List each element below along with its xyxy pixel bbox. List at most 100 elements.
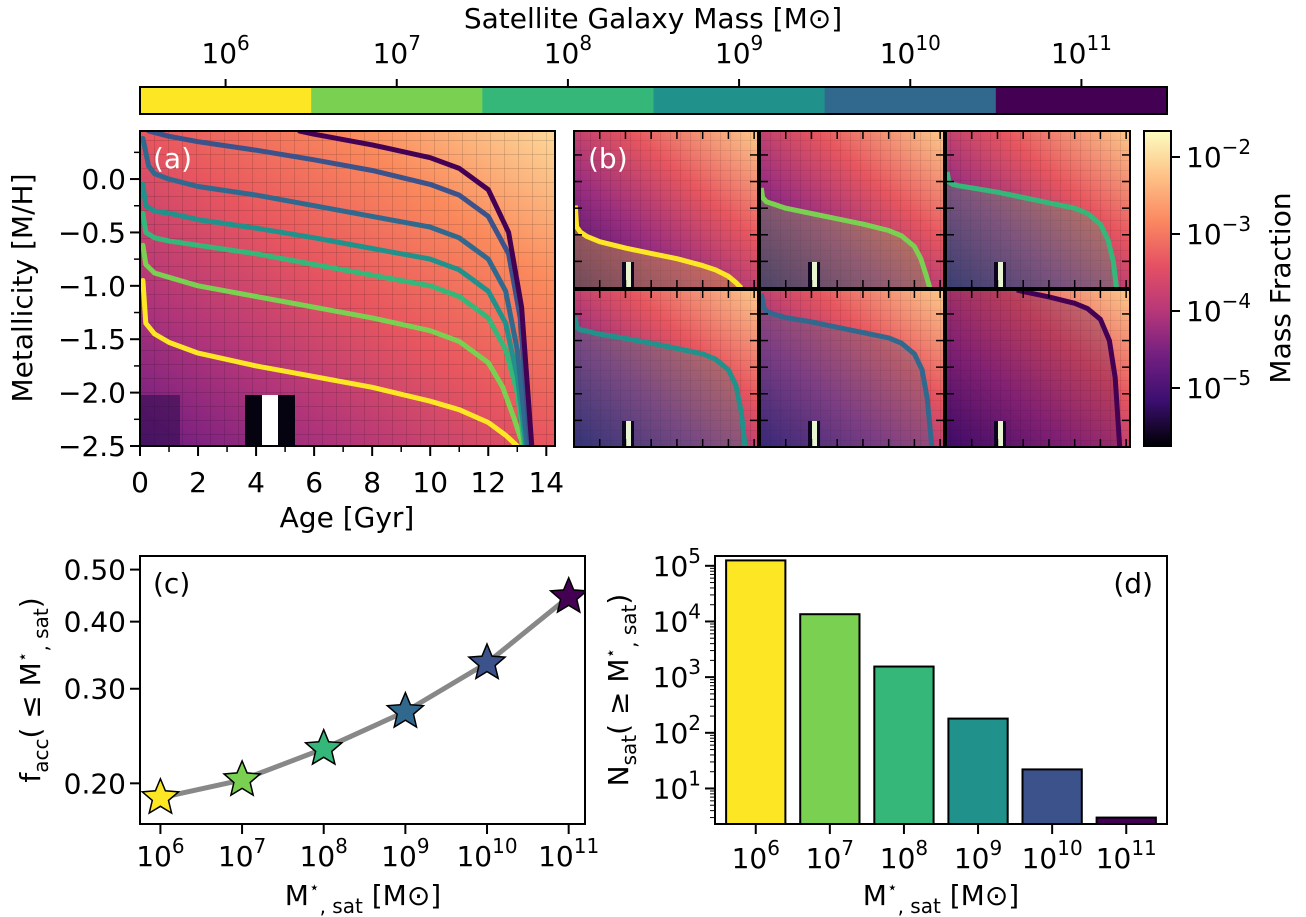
top-colorbar-tick-label: 108 (544, 31, 592, 70)
panel-c-star-marker (467, 642, 507, 680)
top-colorbar-ticks: 106 107 108 109 1010 1011 (201, 31, 1112, 87)
panel-a-frame (139, 130, 556, 447)
panel-b-subpanel-white-band (998, 421, 1003, 447)
panel-b-subpanel-shade (760, 293, 932, 447)
panel-c-line (159, 594, 571, 801)
panel-a-xtick-label: 14 (528, 466, 564, 499)
top-colorbar-segment (995, 87, 1168, 114)
panel-b-subpanel (945, 130, 1131, 289)
panel-b-subpanel-grid (574, 131, 758, 288)
panel-a-ytick-label: 0.0 (81, 163, 126, 196)
right-colorbar-tick-label: 10−3 (1186, 212, 1251, 251)
panel-c-xtick-label: 1011 (538, 834, 599, 873)
panel-a-track-line (140, 210, 527, 446)
top-colorbar-segment (311, 87, 483, 114)
top-colorbar-label: Satellite Galaxy Mass [M⊙] (464, 2, 842, 35)
panel-c-star-marker (140, 776, 181, 815)
panel-a-track-line (146, 131, 533, 446)
top-colorbar-tick-label: 109 (715, 31, 763, 70)
right-colorbar-ticks: 10−2 10−3 10−4 10−5 (1171, 135, 1251, 405)
panel-d-plot (725, 559, 1157, 826)
right-colorbar-gradient (1144, 131, 1171, 446)
top-colorbar-segments (140, 87, 1168, 114)
panel-c-plot (140, 575, 585, 815)
panel-b-subpanel (759, 289, 945, 448)
panel-d-label: (d) (1113, 567, 1153, 600)
panel-b-subpanel-track (946, 171, 1119, 288)
panel-a-track-line (297, 131, 535, 446)
panel-b-subpanel-track (1016, 290, 1123, 447)
panel-a-ticks: 0 2 4 6 8 10 12 14 0.0 −0.5 −1.0 −1.5 −2.0 −2.5 (58, 151, 564, 499)
panel-d-bar (1021, 768, 1083, 825)
panel-b-subpanel-track (760, 293, 935, 447)
panel-b-subpanel-white-band (812, 262, 817, 288)
panel-c-star-marker (303, 727, 344, 766)
panel-a-track-line (140, 242, 526, 446)
panel-a-track-line (140, 181, 529, 446)
panel-a-xtick-label: 4 (247, 466, 265, 499)
panel-c-star-marker (385, 690, 426, 729)
right-colorbar-label: Mass Fraction (1264, 192, 1297, 383)
panel-b-subpanel-frame (573, 130, 759, 289)
panel-a-ytick-label: −1.0 (58, 270, 126, 303)
panel-a: 0 2 4 6 8 10 12 14 0.0 −0.5 −1.0 −1.5 −2.0 −2.5 (a) A… (6, 130, 564, 534)
panel-c-star-marker (222, 758, 262, 797)
panel-a-ytick-label: −0.5 (58, 216, 126, 249)
panel-b-subpanel-frame (945, 289, 1131, 448)
panel-c-ytick-label: 0.40 (64, 606, 126, 639)
right-colorbar-tick-label: 10−5 (1186, 366, 1251, 405)
panel-c-label: (c) (153, 567, 190, 600)
panel-b-subpanel-frame (759, 289, 945, 448)
panel-d-bar (725, 559, 787, 825)
panel-d-bar (873, 665, 935, 825)
panel-d-frame (714, 555, 1168, 825)
panel-d-xtick-label: 107 (806, 836, 854, 875)
panel-c-xtick-label: 106 (136, 834, 184, 873)
panel-b-subpanel-white-band (626, 262, 631, 288)
panel-a-ytick-label: −1.5 (58, 323, 126, 356)
panel-c-ytick-label: 0.30 (64, 673, 126, 706)
panel-b-subpanel-shade (574, 205, 742, 288)
panel-b-subpanel-shade (946, 172, 1117, 288)
panel-c: 106 107 108 109 1010 1011 0.20 0.30 0.40 0.50 (c)… (13, 554, 599, 917)
panel-d-ticks: 106 107 108 109 1010 1011 101 102 103 104 105 (653, 544, 1157, 875)
right-colorbar-tick-label: 10−2 (1186, 135, 1251, 174)
panel-c-ytick-label: 0.20 (64, 767, 126, 800)
panel-b-subpanel (573, 130, 759, 289)
panel-a-xtick-label: 12 (470, 466, 506, 499)
panel-a-dark-band (140, 395, 295, 446)
panel-b-subpanel-track (574, 316, 748, 447)
panel-d-bar (947, 717, 1009, 826)
panel-d-xtick-label: 109 (954, 836, 1002, 875)
panel-b-label: (b) (588, 142, 628, 175)
top-colorbar-tick-label: 1011 (1051, 31, 1112, 70)
panel-d-xlabel: M⋆, sat [M⊙] (863, 878, 1019, 917)
panel-d-xtick-label: 108 (880, 836, 928, 875)
panel-b-subpanel-white-band (812, 421, 817, 447)
panel-d-ytick-label: 103 (653, 655, 701, 694)
panel-b-subpanel-shade (946, 290, 1120, 447)
panel-d-xtick-label: 1010 (1022, 836, 1083, 875)
panel-c-star-marker (548, 575, 585, 614)
panel-a-track-line (140, 278, 520, 446)
panel-a-ytick-label: −2.0 (58, 377, 126, 410)
top-colorbar: Satellite Galaxy Mass [M⊙] 106 107 108 109 1… (139, 2, 1168, 115)
panel-a-xtick-label: 8 (363, 466, 381, 499)
panel-c-ticks: 106 107 108 109 1010 1011 0.20 0.30 0.40 0.50 (64, 554, 600, 873)
panel-d-ytick-label: 101 (653, 766, 701, 805)
panel-a-ytick-label: −2.5 (58, 430, 126, 463)
panel-d-ytick-label: 104 (653, 599, 701, 638)
panel-a-xtick-label: 2 (189, 466, 207, 499)
panel-b-subpanel-grid (946, 131, 1130, 288)
panel-b-subpanel-frame (573, 289, 759, 448)
panel-a-xtick-label: 10 (412, 466, 448, 499)
panel-d-xtick-label: 106 (732, 836, 780, 875)
panel-d-xtick-label: 1011 (1096, 836, 1157, 875)
panel-c-ylabel: facc( ≤ M⋆, sat) (13, 597, 53, 782)
top-colorbar-segment (482, 87, 654, 114)
panel-c-xtick-label: 109 (381, 834, 429, 873)
panel-b-subpanel (945, 289, 1131, 448)
panel-b-subpanel (573, 289, 759, 448)
panel-a-tracks (140, 131, 535, 446)
